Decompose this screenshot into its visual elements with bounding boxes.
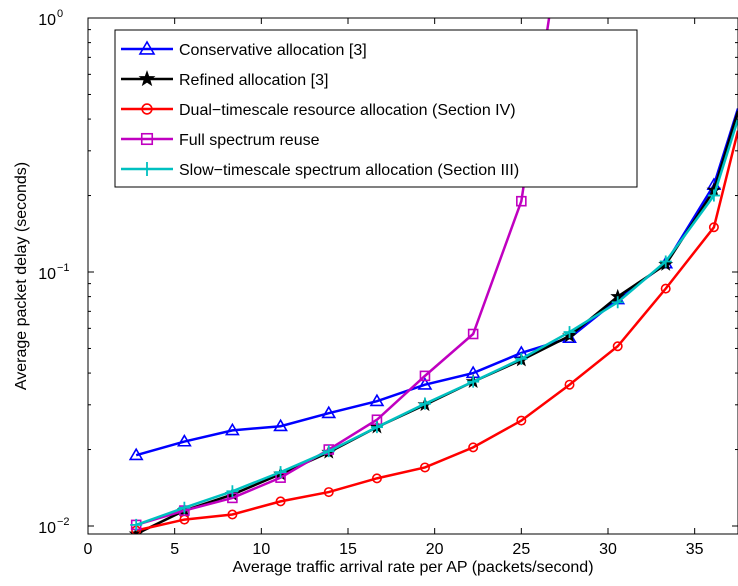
series-line: [135, 18, 551, 527]
x-tick-label: 25: [512, 541, 530, 558]
data-point: [226, 485, 239, 498]
data-point: [612, 341, 623, 352]
legend-item: Full spectrum reuse: [121, 132, 320, 149]
data-point: [419, 370, 431, 382]
data-point: [369, 393, 385, 407]
x-tick-label: 35: [686, 541, 704, 558]
legend-label: Slow−timescale spectrum allocation (Sect…: [179, 162, 519, 179]
x-tick-label: 5: [170, 541, 179, 558]
legend: Conservative allocation [3] Refined alloc…: [114, 29, 638, 188]
x-axis-label: Average traffic arrival rate per AP (pac…: [232, 559, 593, 576]
data-point: [322, 445, 335, 458]
data-point: [564, 379, 575, 390]
series-2: [131, 130, 738, 534]
legend-item: Dual−timescale resource allocation (Sect…: [121, 102, 516, 119]
data-point: [176, 433, 192, 447]
legend-label: Dual−timescale resource allocation (Sect…: [179, 102, 516, 119]
x-tick-label: 0: [84, 541, 93, 558]
data-point: [660, 283, 671, 294]
data-point: [467, 375, 480, 388]
data-point: [273, 418, 288, 432]
data-point: [178, 501, 191, 514]
svg-text:−2: −2: [57, 516, 70, 528]
legend-item: Refined allocation [3]: [121, 70, 328, 89]
y-tick-label: 10 −2: [38, 516, 69, 537]
y-tick-label: 10 −1: [38, 262, 69, 283]
svg-text:10: 10: [38, 12, 56, 29]
svg-text:10: 10: [38, 266, 56, 283]
legend-item: Slow−timescale spectrum allocation (Sect…: [121, 162, 519, 179]
y-tick-label: 10 0: [38, 8, 63, 29]
data-point: [659, 255, 672, 268]
data-point: [707, 189, 720, 202]
data-point: [275, 496, 286, 507]
data-point: [370, 421, 383, 434]
data-point: [467, 328, 479, 340]
series-line: [135, 130, 738, 532]
data-point: [516, 415, 527, 426]
legend-label: Refined allocation [3]: [179, 72, 328, 89]
svg-text:0: 0: [57, 8, 63, 20]
data-point: [224, 422, 240, 436]
data-point: [611, 296, 624, 309]
legend-item: Conservative allocation [3]: [121, 40, 367, 59]
y-axis-label: Average packet delay (seconds): [13, 162, 30, 390]
data-point: [130, 518, 143, 531]
svg-text:−1: −1: [57, 262, 70, 274]
data-point: [515, 352, 528, 365]
x-tick-label: 20: [426, 541, 444, 558]
data-point: [418, 397, 431, 410]
data-point: [128, 447, 144, 461]
series-4: [130, 118, 738, 531]
data-point: [417, 377, 433, 390]
svg-text:10: 10: [38, 520, 56, 537]
x-tick-label: 10: [252, 541, 270, 558]
data-point: [708, 222, 719, 233]
legend-box: [114, 29, 638, 188]
plot-frame: [87, 17, 738, 535]
data-point: [371, 473, 382, 484]
x-tick-label: 15: [339, 541, 357, 558]
data-point: [274, 466, 287, 479]
series-line: [135, 118, 738, 527]
legend-label: Full spectrum reuse: [179, 132, 320, 149]
data-point: [321, 405, 337, 419]
x-tick-label: 30: [599, 541, 617, 558]
data-point: [516, 195, 527, 207]
data-point: [468, 442, 479, 453]
data-point: [227, 509, 238, 520]
legend-label: Conservative allocation [3]: [179, 42, 367, 59]
data-point: [419, 462, 430, 473]
data-point: [563, 326, 576, 339]
data-point: [323, 487, 334, 498]
